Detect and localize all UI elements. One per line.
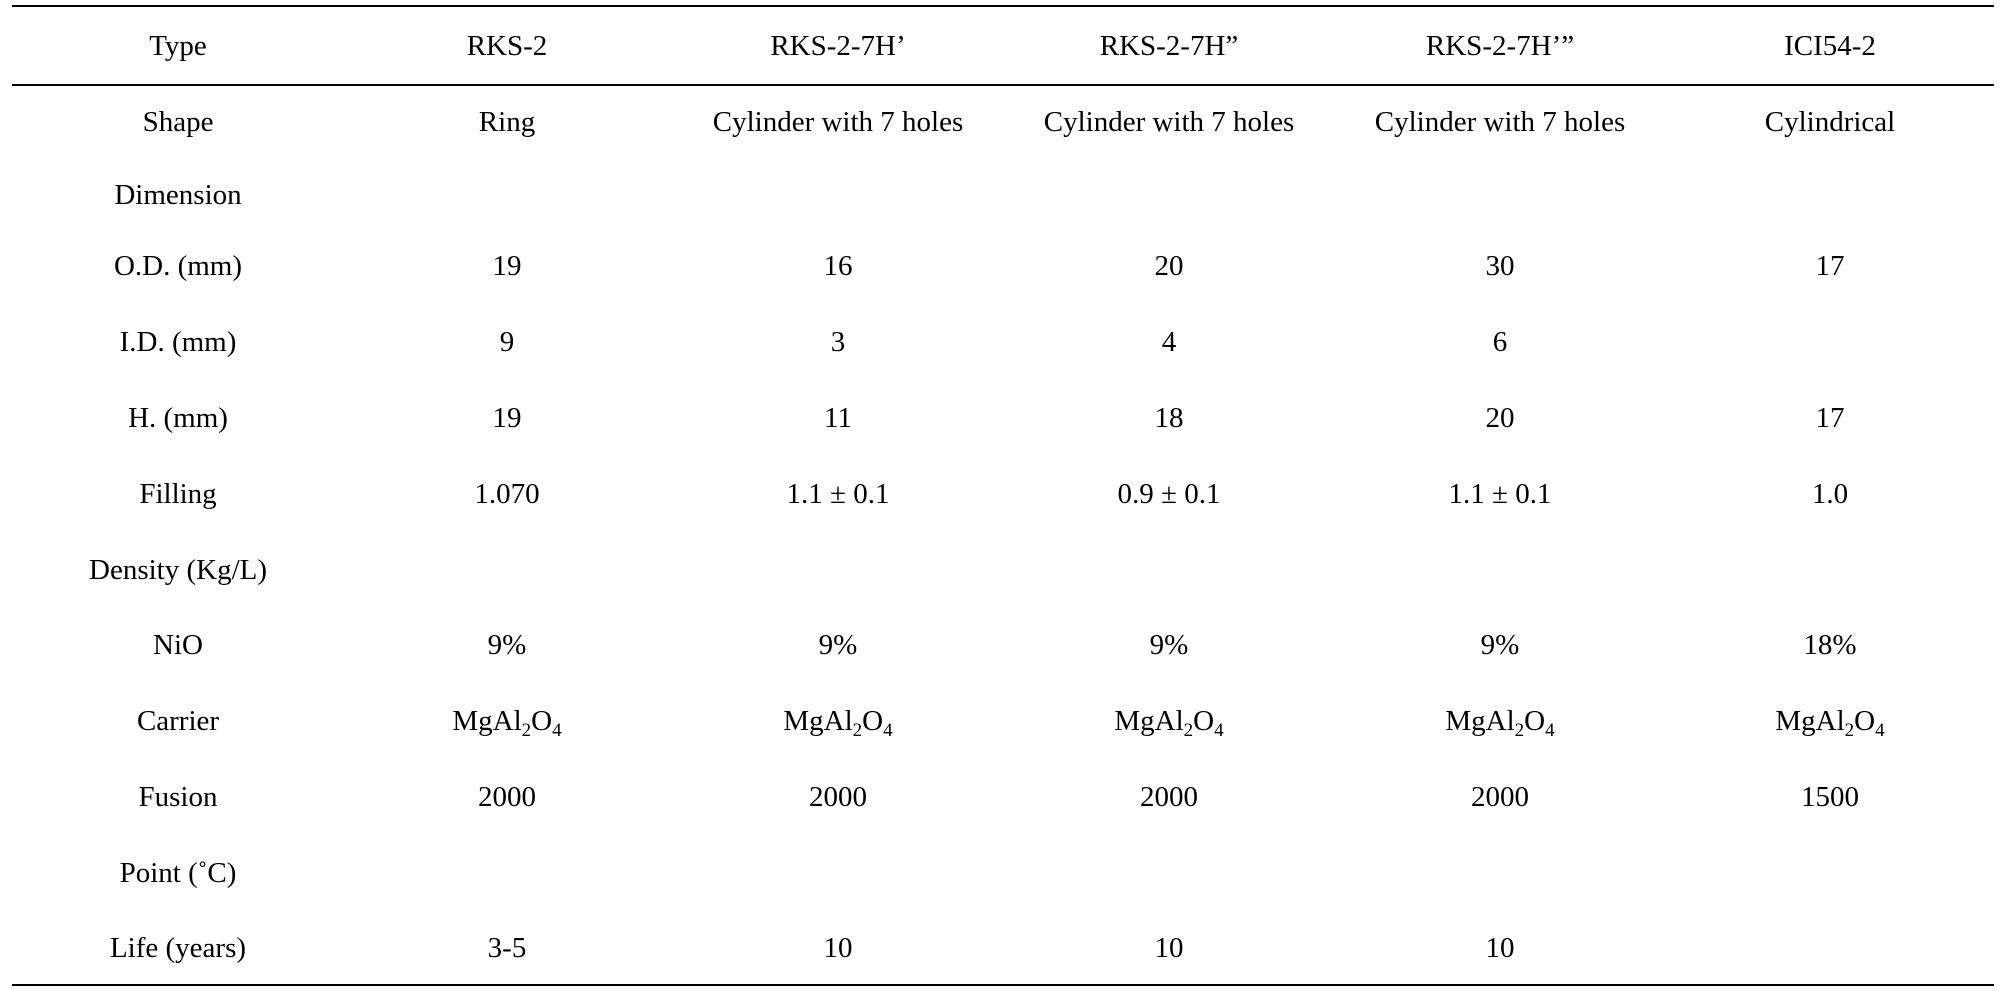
table-cell: Cylindrical	[1764, 106, 1896, 138]
row-label: Point (˚C)	[119, 857, 237, 889]
table-cell: 0.9 ± 0.1	[1117, 478, 1221, 510]
table-row: H. (mm) 19 11 18 20 17	[12, 388, 1994, 448]
table-cell: 30	[1485, 250, 1515, 282]
column-header: ICI54-2	[1784, 30, 1876, 62]
table-header-rule	[12, 84, 1994, 86]
table-cell: 9%	[487, 629, 527, 661]
column-header: RKS-2	[466, 30, 548, 62]
table-header-row: Type RKS-2 RKS-2-7H’ RKS-2-7H” RKS-2-7H’…	[12, 16, 1994, 76]
row-label: NiO	[153, 629, 203, 661]
row-label: Fusion	[138, 781, 218, 813]
table-row: Point (˚C)	[12, 843, 1994, 903]
table-row: Fusion 2000 2000 2000 2000 1500	[12, 767, 1994, 827]
table-bottom-rule	[12, 984, 1994, 986]
table-cell: 11	[824, 402, 852, 434]
table-cell: MgAl2O4	[1445, 705, 1555, 741]
table-cell: 9%	[1149, 629, 1189, 661]
table-row: Life (years) 3-5 10 10 10	[12, 918, 1994, 978]
table-cell: 18	[1154, 402, 1184, 434]
table-row: Carrier MgAl2O4 MgAl2O4 MgAl2O4 MgAl2O4 …	[12, 691, 1994, 751]
table-cell: 10	[1154, 932, 1184, 964]
table-row: Shape Ring Cylinder with 7 holes Cylinde…	[12, 92, 1994, 152]
table-cell: MgAl2O4	[1114, 705, 1224, 741]
table-cell: 3	[830, 326, 846, 358]
table-cell: 2000	[478, 781, 536, 813]
table-cell: 2000	[809, 781, 867, 813]
table-cell: 1500	[1801, 781, 1859, 813]
table-cell: MgAl2O4	[783, 705, 893, 741]
table-cell: 10	[823, 932, 853, 964]
table-cell: 9	[499, 326, 515, 358]
table-cell: 9%	[818, 629, 858, 661]
row-label: Life (years)	[109, 932, 247, 964]
table-cell: 19	[492, 250, 522, 282]
column-header: RKS-2-7H’”	[1425, 30, 1575, 62]
table-top-rule	[12, 5, 1994, 7]
data-table: Type RKS-2 RKS-2-7H’ RKS-2-7H” RKS-2-7H’…	[12, 0, 1994, 991]
row-label: I.D. (mm)	[119, 326, 237, 358]
row-label: Shape	[142, 106, 214, 138]
table-cell: 16	[823, 250, 853, 282]
table-cell: 1.1 ± 0.1	[1448, 478, 1552, 510]
table-cell: 17	[1815, 402, 1845, 434]
table-cell: Cylinder with 7 holes	[1374, 106, 1626, 138]
table-cell: 9%	[1480, 629, 1520, 661]
row-label: H. (mm)	[128, 402, 228, 434]
table-cell: 1.070	[474, 478, 540, 510]
row-label: O.D. (mm)	[113, 250, 243, 282]
row-label: Carrier	[136, 705, 220, 737]
column-header: RKS-2-7H”	[1099, 30, 1239, 62]
table-row: Filling 1.070 1.1 ± 0.1 0.9 ± 0.1 1.1 ± …	[12, 464, 1994, 524]
table-cell: 1.1 ± 0.1	[786, 478, 890, 510]
table-cell: 20	[1485, 402, 1515, 434]
table-cell: 19	[492, 402, 522, 434]
table-cell: 1.0	[1811, 478, 1849, 510]
column-header: Type	[149, 30, 207, 62]
table-cell: MgAl2O4	[1775, 705, 1885, 741]
table-cell: 4	[1161, 326, 1177, 358]
table-cell: Ring	[478, 106, 536, 138]
table-cell: 10	[1485, 932, 1515, 964]
row-label: Filling	[139, 478, 217, 510]
table-row: Dimension	[12, 165, 1994, 225]
table-row: NiO 9% 9% 9% 9% 18%	[12, 615, 1994, 675]
table-row: I.D. (mm) 9 3 4 6	[12, 312, 1994, 372]
table-cell: 3-5	[487, 932, 527, 964]
table-cell: 2000	[1471, 781, 1529, 813]
table-cell: 18%	[1803, 629, 1857, 661]
table-cell: 20	[1154, 250, 1184, 282]
table-cell: Cylinder with 7 holes	[712, 106, 964, 138]
table-cell: 17	[1815, 250, 1845, 282]
column-header: RKS-2-7H’	[770, 30, 906, 62]
row-label: Density (Kg/L)	[89, 554, 267, 586]
table-cell: 2000	[1140, 781, 1198, 813]
table-cell: MgAl2O4	[452, 705, 562, 741]
table-row: O.D. (mm) 19 16 20 30 17	[12, 236, 1994, 296]
table-cell: 6	[1492, 326, 1508, 358]
row-label: Dimension	[114, 179, 242, 211]
table-row: Density (Kg/L)	[12, 540, 1994, 600]
table-cell: Cylinder with 7 holes	[1043, 106, 1295, 138]
